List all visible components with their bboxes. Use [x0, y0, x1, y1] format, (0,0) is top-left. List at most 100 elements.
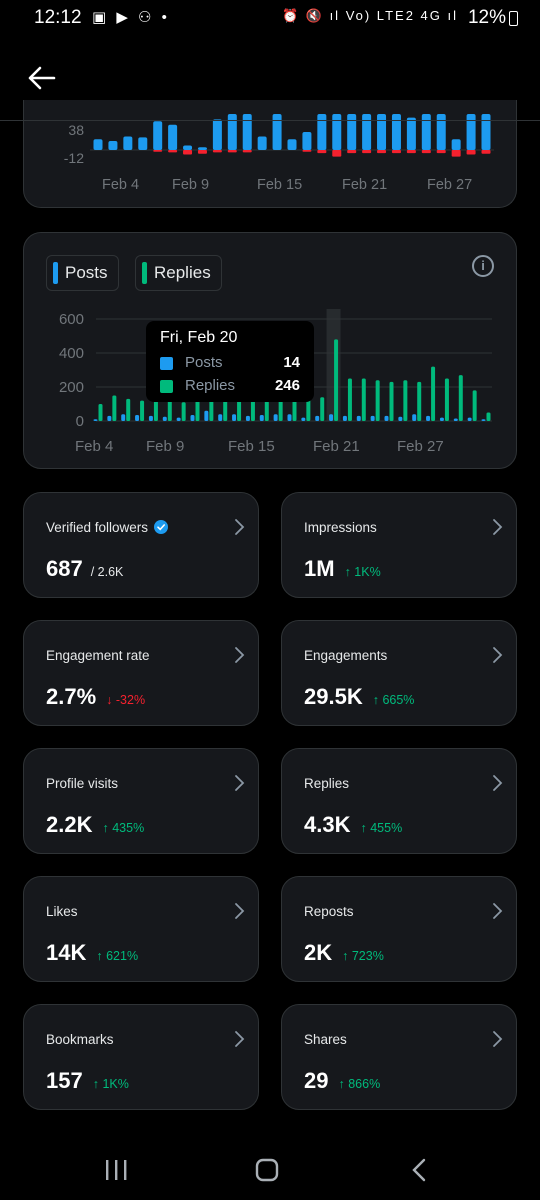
- metric-card[interactable]: Replies 4.3K ↑ 455%: [281, 748, 517, 854]
- replies-bar: [264, 398, 269, 421]
- metric-label-text: Verified followers: [46, 520, 149, 535]
- top-chart-pos-bar: [287, 139, 297, 150]
- top-chart-pos-bar: [212, 119, 222, 150]
- legend-posts-label: Posts: [65, 263, 108, 282]
- top-chart-neg-bar: [451, 150, 461, 157]
- top-chart-pos-bar: [466, 114, 476, 150]
- metric-value-text: 29: [304, 1068, 329, 1093]
- posts-bar: [259, 415, 264, 421]
- posts-bar: [439, 417, 444, 421]
- replies-bar: [278, 397, 283, 421]
- top-chart-neg-bar: [347, 150, 357, 154]
- top-chart-pos-bar: [197, 147, 207, 150]
- posts-bar: [218, 414, 223, 421]
- y-tick-label: 200: [59, 379, 84, 396]
- metric-value-text: 14K: [46, 940, 87, 965]
- top-chart-neg-bar: [421, 150, 431, 154]
- home-button[interactable]: [247, 1157, 287, 1185]
- metric-value-text: 157: [46, 1068, 83, 1093]
- posts-bar: [287, 414, 292, 421]
- posts-bar: [370, 415, 375, 421]
- metric-label-text: Reposts: [304, 904, 354, 919]
- replies-bar: [320, 397, 325, 421]
- metric-card[interactable]: Engagement rate 2.7% ↓ -32%: [23, 620, 259, 726]
- tooltip-posts-swatch: [160, 357, 173, 370]
- replies-bar: [417, 381, 422, 421]
- y-tick-label: 600: [59, 311, 84, 328]
- replies-bar: [306, 397, 311, 421]
- system-nav-bar: [0, 1135, 540, 1200]
- replies-bar: [361, 378, 366, 421]
- posts-bar: [162, 416, 167, 421]
- top-chart-neg-bar: [302, 150, 312, 152]
- metric-card[interactable]: Impressions 1M ↑ 1K%: [281, 492, 517, 598]
- posts-bar: [356, 415, 361, 421]
- metric-label: Shares: [304, 1032, 347, 1047]
- replies-bar: [486, 412, 491, 421]
- back-button[interactable]: [26, 62, 58, 94]
- chevron-right-icon: [235, 1031, 245, 1047]
- metric-card[interactable]: Verified followers 687 / 2.6K: [23, 492, 259, 598]
- metric-value-text: 2.2K: [46, 812, 93, 837]
- chart-tooltip: Fri, Feb 20 Posts 14 Replies 246: [146, 321, 314, 402]
- metric-card[interactable]: Profile visits 2.2K ↑ 435%: [23, 748, 259, 854]
- top-chart-pos-bar: [108, 141, 118, 150]
- top-chart-pos-bar: [123, 136, 133, 150]
- tooltip-posts-row: Posts 14: [160, 353, 300, 373]
- recent-apps-button[interactable]: [96, 1157, 136, 1185]
- replies-bar: [153, 397, 158, 421]
- metric-card[interactable]: Reposts 2K ↑ 723%: [281, 876, 517, 982]
- hover-column: [326, 309, 341, 421]
- legend-posts[interactable]: Posts: [46, 255, 119, 291]
- chevron-right-icon: [493, 519, 503, 535]
- top-chart-pos-bar: [347, 114, 357, 150]
- tooltip-replies-swatch: [160, 380, 173, 393]
- replies-bar: [181, 402, 186, 421]
- metric-value: 4.3K ↑ 455%: [304, 812, 402, 838]
- replies-swatch: [142, 262, 147, 284]
- metric-card[interactable]: Shares 29 ↑ 866%: [281, 1004, 517, 1110]
- metric-label-text: Bookmarks: [46, 1032, 114, 1047]
- posts-bar: [148, 415, 153, 421]
- metric-label: Likes: [46, 904, 78, 919]
- info-icon[interactable]: i: [472, 255, 494, 277]
- metric-value: 29 ↑ 866%: [304, 1068, 380, 1094]
- metric-card[interactable]: Likes 14K ↑ 621%: [23, 876, 259, 982]
- system-back-button[interactable]: [400, 1157, 440, 1185]
- replies-bar: [167, 397, 172, 421]
- top-x-tick-label: Feb 4: [102, 177, 139, 193]
- replies-bar: [209, 397, 214, 421]
- posts-bar: [426, 415, 431, 421]
- back-arrow-icon: [28, 66, 56, 90]
- replies-bar: [389, 381, 394, 421]
- top-chart-pos-bar: [138, 137, 148, 150]
- metric-card[interactable]: Bookmarks 157 ↑ 1K%: [23, 1004, 259, 1110]
- verified-badge-icon: [154, 520, 169, 534]
- metric-card[interactable]: Engagements 29.5K ↑ 665%: [281, 620, 517, 726]
- replies-bar: [126, 398, 131, 421]
- replies-bar: [98, 404, 103, 421]
- top-chart-pos-bar: [481, 114, 491, 150]
- top-chart-neg-bar: [197, 150, 207, 154]
- metric-value: 2K ↑ 723%: [304, 940, 384, 966]
- metric-label-text: Impressions: [304, 520, 377, 535]
- posts-bar: [453, 418, 458, 421]
- top-chart-neg-bar: [377, 150, 387, 154]
- posts-replies-bar-chart[interactable]: 600 400 200 0 Feb 4 Feb 9 Feb 15 Feb 21 Feb 27: [24, 233, 518, 470]
- home-icon: [255, 1158, 279, 1182]
- posts-bar: [315, 415, 320, 421]
- chevron-right-icon: [493, 647, 503, 663]
- top-chart-pos-bar: [436, 114, 446, 150]
- replies-bar: [195, 400, 200, 421]
- chevron-right-icon: [235, 903, 245, 919]
- top-chart-pos-bar: [406, 117, 416, 150]
- metric-label: Engagement rate: [46, 648, 150, 663]
- metric-change: ↑ 866%: [338, 1077, 381, 1091]
- metric-change: ↑ 665%: [372, 693, 415, 707]
- top-chart-neg-bar: [242, 150, 252, 153]
- status-time: 12:12: [34, 7, 82, 28]
- legend-replies[interactable]: Replies: [135, 255, 222, 291]
- metric-value-text: 1M: [304, 556, 335, 581]
- metric-change: ↑ 621%: [96, 949, 139, 963]
- top-chart-pos-bar: [168, 124, 178, 150]
